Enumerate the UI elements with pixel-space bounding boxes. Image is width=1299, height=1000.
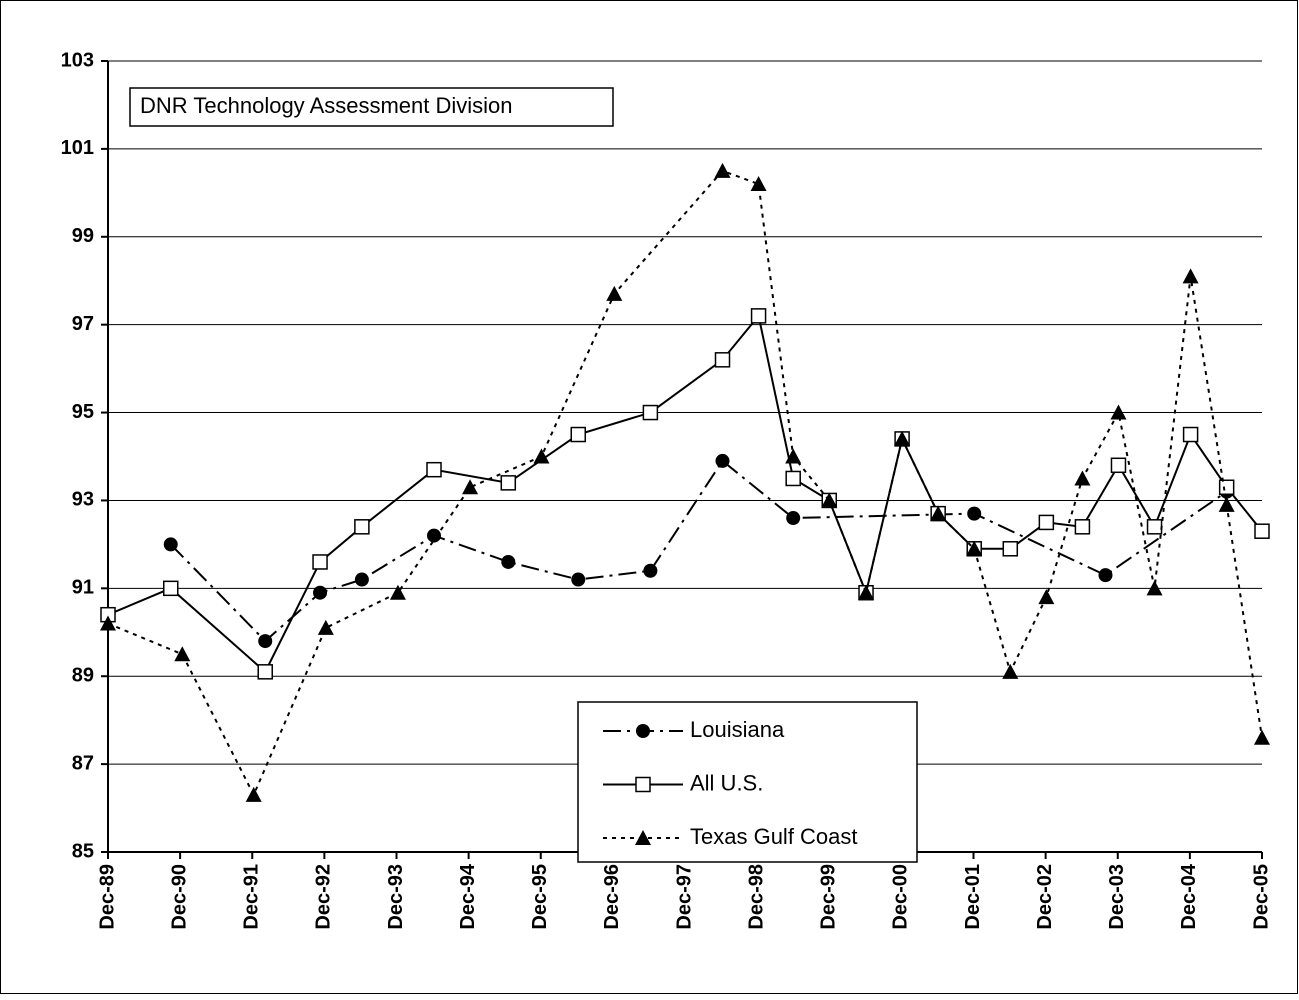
- x-tick-label: Dec-94: [457, 863, 479, 929]
- marker: [389, 584, 406, 600]
- marker: [462, 479, 479, 495]
- x-tick-label: Dec-05: [1250, 864, 1272, 930]
- marker: [174, 646, 191, 662]
- x-tick-label: Dec-91: [241, 864, 263, 930]
- marker: [1254, 523, 1270, 539]
- x-tick-label: Dec-90: [168, 864, 190, 930]
- marker: [100, 615, 116, 631]
- marker: [858, 584, 875, 600]
- marker: [1146, 580, 1163, 596]
- marker: [354, 572, 369, 587]
- x-tick-label: Dec-03: [1106, 864, 1128, 930]
- x-tick-label: Dec-97: [673, 864, 695, 930]
- legend-label: All U.S.: [690, 770, 763, 795]
- marker: [533, 448, 550, 464]
- y-tick-label: 101: [61, 137, 94, 159]
- marker: [312, 554, 328, 570]
- marker: [635, 830, 651, 845]
- marker: [1098, 568, 1113, 583]
- marker: [501, 554, 516, 569]
- marker: [500, 475, 517, 491]
- x-tick-label: Dec-92: [313, 864, 335, 930]
- marker: [714, 162, 731, 178]
- marker: [1182, 268, 1199, 284]
- series-line: [107, 169, 1263, 798]
- x-tick-label: Dec-04: [1178, 863, 1200, 929]
- x-tick-label: Dec-95: [529, 864, 551, 930]
- marker: [354, 519, 370, 535]
- marker: [1038, 514, 1055, 531]
- marker: [1218, 479, 1235, 496]
- marker: [257, 664, 273, 680]
- marker: [1074, 470, 1091, 486]
- y-tick-label: 87: [72, 752, 94, 774]
- x-tick-label: Dec-00: [890, 864, 912, 930]
- y-tick-label: 99: [72, 225, 94, 247]
- y-tick-label: 103: [61, 49, 94, 71]
- marker: [966, 540, 983, 556]
- marker: [1254, 729, 1270, 745]
- marker: [1146, 519, 1163, 535]
- marker: [894, 430, 911, 446]
- legend-box: [577, 701, 918, 863]
- y-tick-label: 95: [72, 401, 94, 423]
- marker: [258, 634, 273, 649]
- marker: [313, 585, 328, 600]
- marker: [786, 511, 801, 526]
- marker: [162, 580, 179, 597]
- x-tick-label: Dec-01: [962, 864, 984, 930]
- marker: [1002, 541, 1019, 557]
- marker: [317, 619, 334, 635]
- y-tick-label: 93: [72, 489, 94, 511]
- y-tick-label: 89: [72, 665, 94, 687]
- marker: [570, 426, 587, 443]
- marker: [1038, 589, 1055, 605]
- x-tick-label: Dec-99: [818, 864, 840, 930]
- marker: [1110, 457, 1127, 474]
- marker: [1182, 426, 1199, 443]
- x-tick-label: Dec-96: [601, 864, 623, 930]
- marker: [750, 176, 767, 192]
- marker: [571, 572, 586, 587]
- marker: [1074, 519, 1091, 535]
- marker: [930, 505, 947, 521]
- marker: [643, 563, 658, 578]
- marker: [821, 492, 838, 508]
- marker: [245, 786, 262, 802]
- marker: [163, 537, 178, 552]
- y-tick-label: 85: [72, 840, 94, 862]
- marker: [1002, 663, 1019, 679]
- legend-label: Louisiana: [690, 717, 785, 742]
- annotation-box: [129, 87, 614, 127]
- legend: Louisiana All U.S. Texas Gulf Coast: [577, 701, 918, 863]
- marker: [785, 448, 802, 464]
- x-tick-label: Dec-98: [745, 864, 767, 930]
- marker: [785, 470, 801, 487]
- marker: [714, 352, 731, 368]
- y-tick-label: 91: [72, 577, 94, 599]
- marker: [750, 308, 767, 324]
- marker: [1218, 496, 1235, 512]
- marker: [606, 285, 623, 301]
- marker: [642, 404, 659, 421]
- x-tick-label: Dec-93: [385, 864, 407, 930]
- marker: [426, 461, 442, 478]
- marker: [1110, 404, 1127, 420]
- marker: [427, 528, 442, 543]
- marker: [635, 776, 651, 793]
- legend-label: Texas Gulf Coast: [690, 824, 858, 849]
- annotation: DNR Technology Assessment Division: [140, 93, 513, 118]
- marker: [715, 453, 730, 468]
- marker: [967, 506, 982, 521]
- marker: [636, 724, 650, 738]
- x-tick-label: Dec-89: [96, 864, 118, 930]
- x-tick-label: Dec-02: [1034, 864, 1056, 930]
- y-tick-label: 97: [72, 313, 94, 335]
